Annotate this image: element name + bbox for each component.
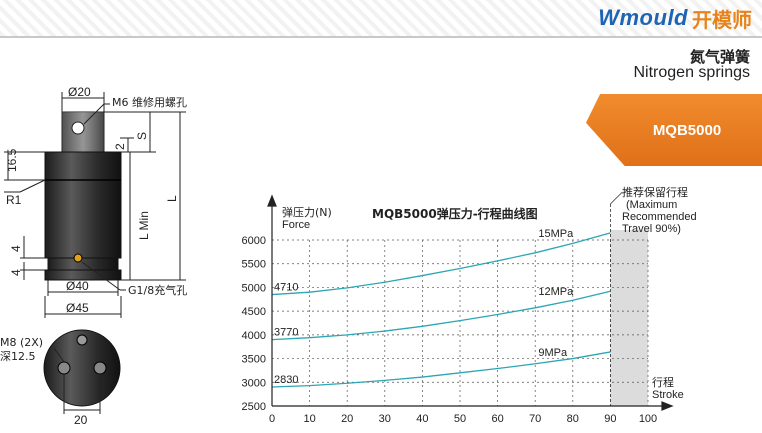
x-tick-label: 20 (341, 413, 353, 425)
x-tick-label: 30 (379, 413, 391, 425)
dim-l-min: L Min (137, 211, 151, 240)
chart-title: MQB5000弹压力-行程曲线图 (372, 206, 538, 221)
dim-s: S (135, 132, 149, 140)
x-tick-label: 60 (491, 413, 503, 425)
x-axis-label-cn: 行程 (652, 376, 674, 389)
series-label-9MPa: 9MPa (538, 347, 568, 359)
x-tick-label: 50 (454, 413, 466, 425)
series-label-15MPa: 15MPa (538, 228, 574, 240)
series-line-15MPa (271, 232, 611, 296)
bottom-depth-label: 深12.5 (0, 350, 36, 363)
y-tick-label: 5000 (242, 282, 266, 294)
dim-l: L (165, 195, 179, 202)
dim-rod-diameter: Ø20 (68, 85, 91, 99)
y-tick-label: 5500 (242, 259, 266, 271)
x-tick-label: 70 (529, 413, 541, 425)
dim-body-diameter: Ø40 (66, 279, 89, 293)
x-axis-arrow (661, 401, 674, 411)
dim-4-upper: 4 (9, 245, 23, 252)
header-band (0, 0, 762, 36)
dim-r1: R1 (6, 193, 22, 207)
series-line-9MPa (271, 351, 611, 388)
series-label-12MPa: 12MPa (538, 286, 574, 298)
x-tick-label: 40 (416, 413, 428, 425)
charge-port-icon (73, 253, 83, 263)
y-tick-label: 4500 (242, 306, 266, 318)
charge-port-label: G1/8充气孔 (128, 283, 187, 297)
x-tick-label: 80 (567, 413, 579, 425)
model-badge: MQB5000 (586, 94, 762, 166)
bottom-port-icon (76, 334, 88, 346)
x-axis-label-en: Stroke (652, 389, 684, 401)
bottom-spacing-label: 20 (74, 413, 88, 427)
recommended-note-cn: 推荐保留行程 (622, 185, 688, 199)
x-tick-label: 100 (639, 413, 657, 425)
y-tick-label: 6000 (242, 235, 266, 247)
y-axis-label-cn: 弹压力(N) (282, 205, 332, 219)
header-rule (0, 36, 762, 38)
brand-chinese: 开模师 (692, 7, 752, 32)
spring-base (44, 269, 122, 281)
x-tick-label: 10 (303, 413, 315, 425)
dim-outer-diameter: Ø45 (66, 301, 89, 315)
product-name-en: Nitrogen springs (633, 64, 751, 81)
y-axis-label-en: Force (282, 219, 310, 231)
recommended-limit-zone (610, 230, 648, 406)
x-tick-label: 0 (269, 413, 275, 425)
y-tick-label: 2500 (242, 401, 266, 413)
y-tick-label: 3500 (242, 354, 266, 366)
recommended-note-en-3: Travel 90%) (622, 223, 681, 235)
model-badge-text: MQB5000 (652, 121, 722, 139)
recommended-note-en-2: Recommended (622, 211, 697, 223)
bottom-thread-label: M8 (2X) (0, 336, 43, 349)
series-line-12MPa (271, 290, 611, 341)
y-tick-label: 4000 (242, 330, 266, 342)
x-tick-label: 90 (604, 413, 616, 425)
y-axis-arrow (267, 194, 277, 207)
thread-note: M6 维修用螺孔 (112, 95, 187, 109)
m6-thread-hole (71, 121, 85, 135)
series-start-value-15MPa: 4710 (274, 282, 298, 294)
series-start-value-9MPa: 2830 (274, 374, 298, 386)
brand-latin: Wmould (598, 5, 688, 30)
product-name-cn: 氮气弹簧 (689, 48, 750, 66)
dim-2: 2 (113, 143, 127, 150)
y-tick-label: 3000 (242, 377, 266, 389)
recommended-note-en-1: (Maximum (626, 199, 677, 211)
dim-4-lower: 4 (9, 269, 23, 276)
recommended-note-leader (610, 191, 623, 205)
spring-drawing: Ø20 M6 维修用螺孔 16.5 R1 2 S L Min L 4 4 Ø40… (0, 85, 187, 427)
dim-16-5: 16.5 (5, 148, 19, 172)
series-start-value-12MPa: 3770 (274, 327, 298, 339)
bottom-view (43, 329, 121, 407)
brand-logo: Wmould 开模师 (598, 4, 752, 32)
spring-body (44, 151, 122, 259)
